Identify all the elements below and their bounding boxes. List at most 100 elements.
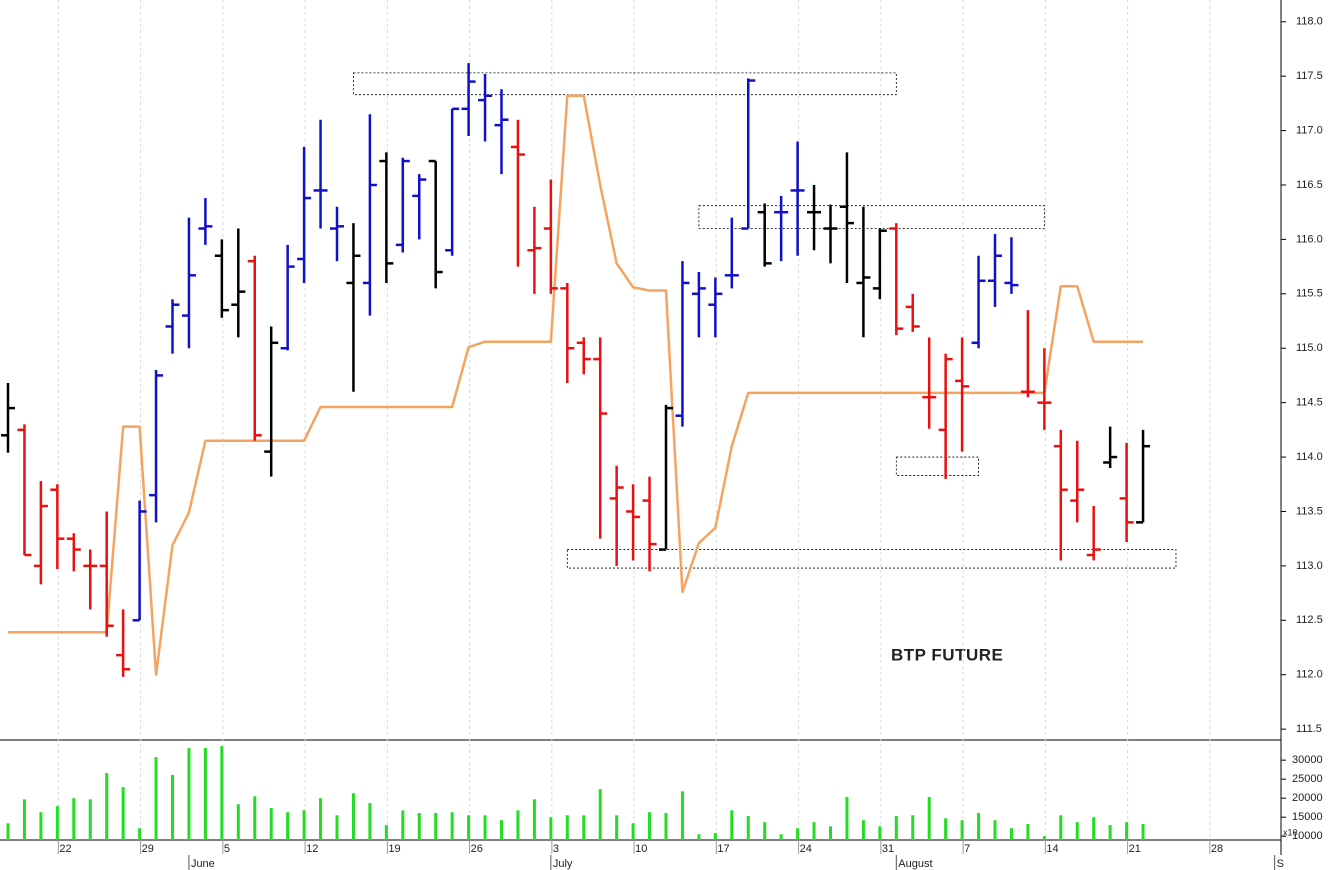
volume-bar — [582, 815, 586, 840]
volume-bar — [648, 812, 652, 840]
volume-bar — [154, 757, 158, 840]
y-tick-label: 112.5 — [1296, 614, 1323, 626]
volume-bar — [532, 799, 536, 840]
volume-bar — [1108, 825, 1112, 840]
volume-bar — [713, 833, 717, 840]
zone — [895, 456, 979, 476]
y-tick-label: 114.0 — [1296, 451, 1323, 463]
volume-tick-label: 15000 — [1292, 811, 1323, 823]
volume-bar — [236, 804, 240, 840]
month-label: July — [553, 858, 573, 870]
month-label: S — [1277, 858, 1284, 870]
x-tick-label: 26 — [471, 843, 483, 855]
volume-bar — [203, 747, 207, 840]
y-tick-label: 116.5 — [1296, 179, 1323, 191]
volume-bar — [598, 789, 602, 840]
volume-bar — [220, 746, 224, 840]
y-tick-label: 115.0 — [1296, 342, 1323, 354]
volume-bar — [631, 823, 635, 840]
volume-tick-label: 10000 — [1292, 830, 1323, 842]
volume-bar — [1125, 822, 1129, 840]
volume-bar — [829, 826, 832, 840]
volume-bar — [187, 747, 191, 840]
volume-bar — [88, 799, 92, 840]
y-tick-label: 112.0 — [1296, 669, 1323, 681]
y-tick-label: 113.0 — [1296, 560, 1323, 572]
volume-bar — [516, 810, 520, 840]
volume-bar — [450, 812, 454, 840]
volume-bar — [549, 817, 553, 840]
volume-bar — [39, 812, 43, 840]
y-tick-label: 117.5 — [1296, 70, 1323, 82]
volume-bar — [680, 791, 684, 840]
volume-bar — [72, 798, 76, 840]
x-tick-label: 5 — [224, 843, 230, 855]
x-tick-label: 31 — [882, 843, 894, 855]
volume-bar — [796, 828, 800, 840]
volume-bar — [1075, 822, 1079, 840]
x-tick-label: 3 — [553, 843, 559, 855]
volume-bar — [500, 820, 503, 840]
volume-bar — [812, 822, 816, 840]
volume-bar — [302, 810, 306, 840]
y-tick-label: 118.0 — [1296, 16, 1323, 28]
volume-bar — [467, 815, 471, 840]
volume-bar — [286, 812, 290, 840]
volume-bar — [1042, 836, 1046, 840]
volume-bar — [6, 823, 10, 840]
volume-bar — [878, 826, 882, 840]
zone — [353, 72, 897, 96]
volume-bar — [1141, 824, 1145, 840]
volume-bar — [1092, 817, 1096, 840]
volume-bar — [861, 820, 865, 840]
volume-bar — [615, 815, 619, 840]
x-tick-label: 22 — [59, 843, 71, 855]
volume-bar — [253, 796, 257, 840]
volume-bar — [1059, 815, 1063, 840]
volume-bar — [894, 816, 898, 840]
volume-bar — [746, 816, 750, 840]
volume-bar — [401, 810, 405, 840]
volume-bar — [664, 813, 668, 840]
volume-bar — [993, 820, 997, 840]
x-tick-label: 24 — [800, 843, 812, 855]
y-tick-label: 111.5 — [1296, 723, 1322, 735]
month-label: June — [191, 858, 215, 870]
volume-bar — [171, 774, 174, 840]
volume-bar — [1026, 824, 1030, 840]
volume-bar — [977, 813, 981, 840]
volume-bar — [845, 797, 849, 840]
chart-annotation: BTP FUTURE — [891, 645, 1003, 664]
volume-tick-label: 30000 — [1292, 754, 1323, 766]
volume-bar — [730, 810, 734, 840]
volume-bar — [944, 818, 948, 840]
volume-unit: x10 — [1283, 827, 1298, 837]
volume-bar — [697, 834, 701, 840]
volume-bar — [351, 793, 355, 840]
volume-tick-label: 20000 — [1292, 792, 1323, 804]
x-tick-label: 17 — [717, 843, 729, 855]
volume-tick-label: 25000 — [1292, 773, 1323, 785]
line — [8, 94, 1144, 676]
volume-bar — [779, 834, 783, 840]
y-tick-label: 113.5 — [1296, 505, 1323, 517]
y-tick-label: 114.5 — [1296, 397, 1323, 409]
volume-bar — [927, 797, 931, 840]
x-tick-label: 28 — [1211, 843, 1223, 855]
y-tick-label: 115.5 — [1296, 288, 1323, 300]
x-tick-label: 19 — [388, 843, 400, 855]
volume-bar — [763, 822, 767, 840]
y-tick-label: 117.0 — [1296, 124, 1323, 136]
volume-bar — [319, 798, 323, 840]
volume-bar — [960, 820, 964, 840]
volume-bar — [121, 787, 125, 840]
volume-bar — [483, 815, 487, 840]
volume-bar — [22, 799, 26, 840]
volume-bar — [335, 815, 339, 840]
y-tick-label: 116.0 — [1296, 233, 1323, 245]
volume-bar — [384, 825, 388, 840]
zone — [698, 205, 1045, 229]
x-tick-label: 14 — [1046, 843, 1058, 855]
x-tick-label: 29 — [142, 843, 154, 855]
